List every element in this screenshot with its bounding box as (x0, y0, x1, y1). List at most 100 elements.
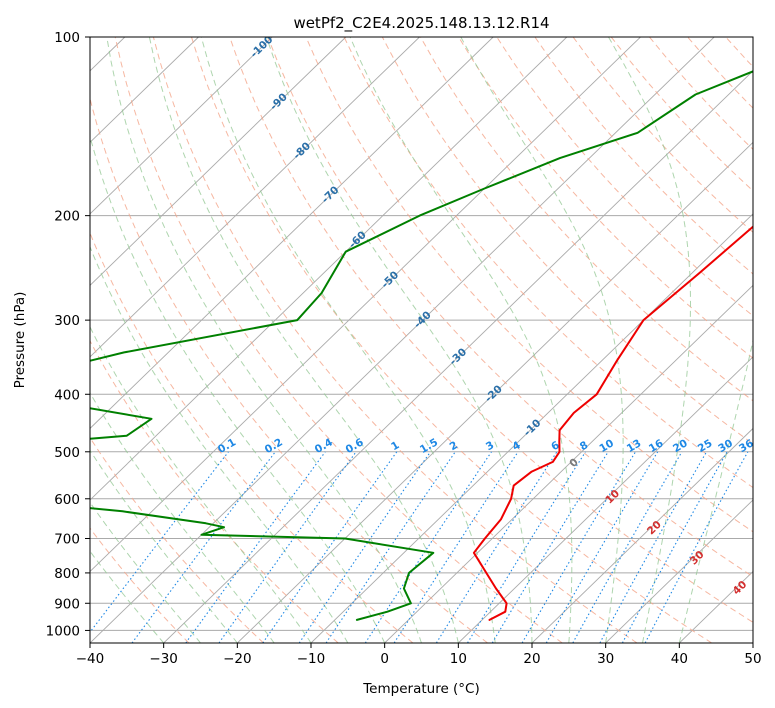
isotherm-line (384, 284, 753, 643)
dry-adiabat (725, 37, 753, 68)
mixing-ratio-label: 13 (625, 437, 644, 455)
mixing-ratio-line (262, 451, 398, 643)
isotherm-line (90, 37, 494, 430)
isotherm-line (310, 213, 753, 643)
y-tick-label: 1000 (46, 623, 80, 639)
x-tick-label: 50 (744, 651, 761, 667)
x-tick-label: 30 (597, 651, 614, 667)
x-tick-label: −10 (297, 651, 326, 667)
data-layer: 0.1 0.2 0.4 0.6 1 1.5 2 3 4 6 8 10 13 16 20 25 30 36-100-… (90, 37, 756, 621)
x-tick-label: −40 (76, 651, 105, 667)
isotherm-label-warm: 20 (645, 519, 664, 538)
dry-adiabat (764, 37, 775, 643)
moist-adiabat (106, 37, 422, 643)
mixing-ratio-line (545, 451, 659, 643)
dewpoint-profile-line (90, 70, 753, 621)
mixing-ratio-label: 0.1 (216, 436, 238, 456)
moist-adiabat (678, 338, 753, 643)
dry-adiabat (534, 37, 753, 275)
isotherm-line (605, 499, 753, 643)
dry-adiabat (496, 37, 753, 317)
y-tick-label: 900 (54, 596, 80, 612)
moist-adiabat (90, 134, 386, 643)
mixing-ratio-label: 36 (737, 437, 756, 455)
mixing-ratio-line (467, 451, 586, 643)
dry-adiabat (572, 37, 753, 233)
isotherm-label-warm: 40 (731, 579, 750, 598)
dry-adiabat (229, 37, 753, 623)
moist-adiabat (148, 37, 459, 643)
isotherm-line (237, 141, 753, 643)
moist-adiabat (265, 37, 533, 643)
isotherm-line (458, 356, 753, 643)
dry-adiabat (343, 37, 753, 489)
dry-adiabat (90, 436, 264, 643)
dry-adiabat (305, 37, 753, 533)
moist-adiabat (90, 550, 165, 643)
y-tick-label: 300 (54, 313, 80, 329)
x-tick-label: −20 (223, 651, 252, 667)
x-tick-label: 10 (450, 651, 467, 667)
dry-adiabat (152, 37, 638, 643)
y-tick-label: 600 (54, 492, 80, 508)
mixing-ratio-line (185, 451, 326, 643)
mixing-ratio-line (491, 451, 609, 643)
isotherm-line (90, 37, 273, 215)
mixing-ratio-line (325, 451, 456, 643)
isotherm-line (90, 37, 347, 287)
mixing-ratio-label: 25 (696, 437, 715, 455)
mixing-ratio-label: 16 (647, 437, 666, 455)
isotherm-line (531, 427, 753, 643)
mixing-ratio-label: 0.6 (344, 436, 366, 456)
isotherm-line (90, 37, 568, 501)
y-tick-label: 200 (54, 209, 80, 225)
isotherm-line (90, 37, 641, 573)
mixing-ratio-line (644, 451, 749, 643)
isotherm-line (90, 37, 715, 643)
mixing-ratio-line (218, 451, 357, 643)
moist-adiabat (200, 37, 496, 643)
isotherm-label-warm: 10 (603, 488, 622, 507)
moist-adiabat (90, 245, 349, 643)
y-tick-label: 400 (54, 387, 80, 403)
mixing-ratio-label: 20 (671, 437, 690, 455)
moist-adiabat (90, 449, 238, 643)
isotherm-label-warm: 30 (688, 549, 707, 568)
mixing-ratio-label: 4 (510, 439, 522, 453)
mixing-ratio-label: 3 (484, 439, 496, 453)
y-tick-label: 100 (54, 30, 80, 46)
dry-adiabat (90, 339, 339, 643)
y-tick-label: 500 (54, 445, 80, 461)
y-axis-label: Pressure (hPa) (12, 292, 28, 389)
axes-layer: −40 −30 −20 −10 0 10 20 30 40 5010020030040050060… (46, 30, 762, 667)
mixing-ratio-label: 1.5 (418, 436, 440, 456)
dry-adiabat (267, 37, 753, 578)
mixing-ratio-label: 0.4 (313, 436, 335, 456)
isotherm-line (163, 70, 753, 643)
mixing-ratio-label: 10 (597, 437, 616, 455)
mixing-ratio-line (572, 451, 683, 643)
moist-adiabat (349, 37, 573, 643)
mixing-ratio-line (393, 451, 519, 643)
grid-layer (90, 37, 775, 643)
x-tick-label: 20 (523, 651, 540, 667)
mixing-ratio-line (435, 451, 558, 643)
y-tick-label: 800 (54, 566, 80, 582)
mixing-ratio-line (521, 451, 636, 643)
dry-adiabat (649, 37, 753, 151)
mixing-ratio-line (621, 451, 728, 643)
dry-adiabat (90, 96, 488, 643)
mixing-ratio-line (298, 451, 431, 643)
dry-adiabat (90, 527, 190, 643)
isotherm-line (752, 642, 753, 643)
isotherm-line (90, 37, 199, 143)
mixing-ratio-line (131, 451, 276, 643)
dry-adiabat (191, 37, 712, 643)
mixing-ratio-label: 8 (578, 439, 590, 453)
plot-frame (89, 36, 754, 644)
temperature-profile-line (472, 225, 753, 621)
mixing-ratio-line (599, 451, 708, 643)
mixing-ratio-line (90, 451, 229, 634)
mixing-ratio-line (364, 451, 492, 643)
